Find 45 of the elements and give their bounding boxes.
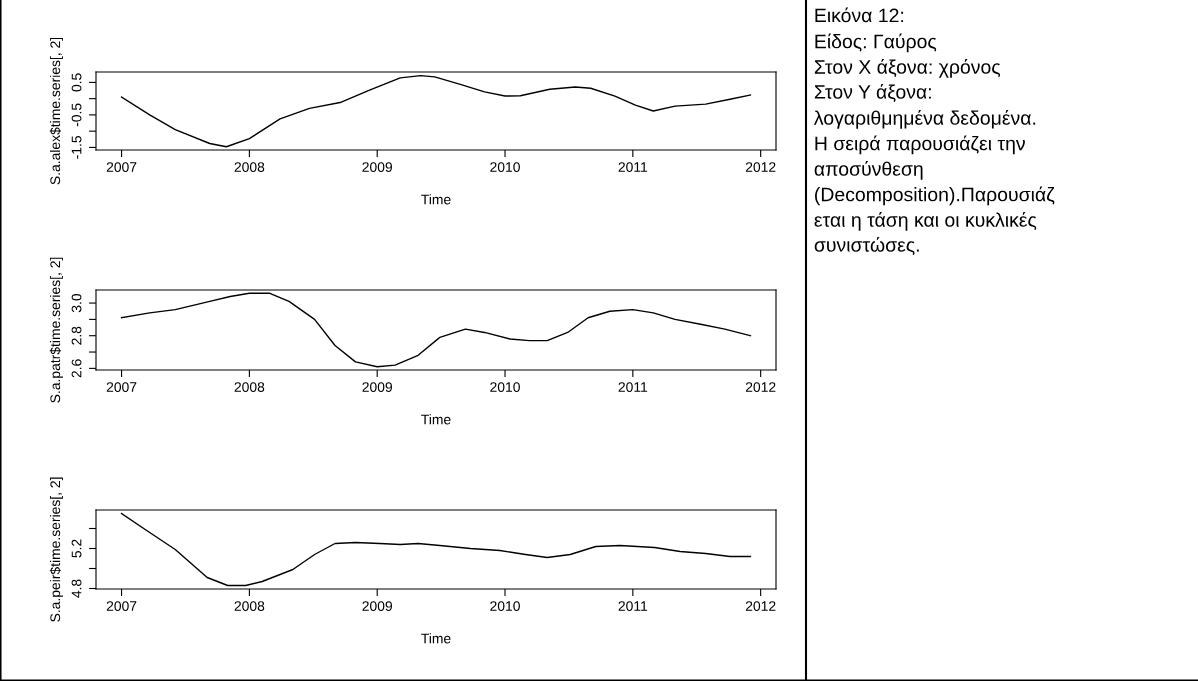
- x-axis-title: Time: [421, 414, 451, 425]
- text: Η σειρά παρουσιάζει την: [815, 135, 1025, 155]
- text: Στον Χ άξονα: χρόνος: [814, 59, 1001, 78]
- x-tick-label: 2009: [362, 382, 392, 393]
- text: (Decomposition).Παρουσιάζ: [815, 186, 1055, 206]
- y-tick-label: 2.6: [71, 359, 82, 378]
- y-tick-label: 2.8: [71, 326, 82, 345]
- text: Στον Υ άξονα:: [814, 83, 931, 102]
- x-tick-label: 2012: [745, 162, 776, 173]
- y-tick-label: -0.5: [71, 103, 82, 127]
- x-tick-label: 2011: [618, 162, 648, 173]
- text: εται η τάση και οι κυκλικές: [814, 211, 1037, 231]
- text: Είδος: Γαύρος: [815, 33, 937, 53]
- x-tick-label: 2010: [490, 382, 520, 393]
- text: Εικόνα 12:: [815, 7, 904, 23]
- x-tick-label: 2010: [490, 162, 520, 173]
- x-tick-label: 2010: [490, 601, 520, 612]
- text: συνιστώσες.: [814, 236, 919, 255]
- x-axis-title: Time: [421, 633, 451, 644]
- line-series: [120, 292, 752, 368]
- y-tick-label: 5.2: [71, 539, 82, 558]
- y-tick-label: 4.8: [71, 579, 82, 598]
- x-tick-label: 2008: [234, 162, 265, 173]
- x-tick-label: 2011: [618, 601, 648, 612]
- x-tick-label: 2011: [618, 382, 648, 393]
- y-tick-label: -1.5: [71, 136, 82, 159]
- x-tick-label: 2007: [106, 601, 137, 612]
- x-tick-label: 2012: [745, 601, 776, 612]
- x-tick-label: 2007: [106, 162, 137, 173]
- y-tick-label: 0.5: [71, 73, 82, 92]
- x-tick-label: 2008: [234, 382, 265, 393]
- line-series: [120, 512, 752, 587]
- text: λογαριθμημένα δεδομένα.: [813, 110, 1036, 129]
- x-axis-title: Time: [421, 194, 451, 205]
- x-tick-label: 2012: [745, 382, 776, 393]
- y-axis-title: S.a.peir$time.series[, 2]: [49, 477, 63, 622]
- text: αποσύνθεση: [814, 160, 923, 180]
- x-tick-label: 2007: [106, 382, 137, 393]
- y-tick-label: 3.0: [71, 293, 82, 313]
- line-series: [120, 74, 752, 148]
- x-tick-label: 2008: [234, 601, 265, 612]
- y-axis-title: S.a.alex$time.series[, 2]: [49, 37, 63, 185]
- y-axis-title: S.a.patr$time.series[, 2]: [49, 257, 63, 403]
- x-tick-label: 2009: [362, 601, 392, 612]
- x-tick-label: 2009: [362, 162, 392, 173]
